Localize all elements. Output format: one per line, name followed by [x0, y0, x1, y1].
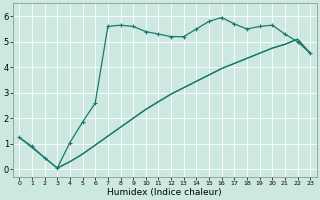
X-axis label: Humidex (Indice chaleur): Humidex (Indice chaleur): [108, 188, 222, 197]
